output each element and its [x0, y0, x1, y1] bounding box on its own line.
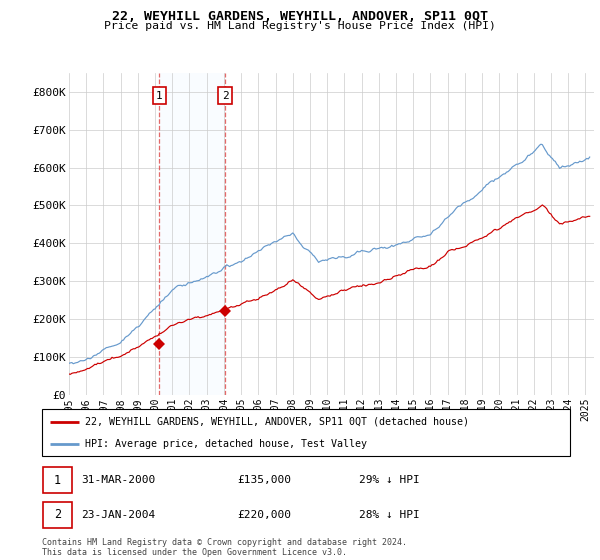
Text: £220,000: £220,000	[238, 510, 292, 520]
Text: Contains HM Land Registry data © Crown copyright and database right 2024.
This d: Contains HM Land Registry data © Crown c…	[42, 538, 407, 557]
Text: 23-JAN-2004: 23-JAN-2004	[82, 510, 156, 520]
Text: 29% ↓ HPI: 29% ↓ HPI	[359, 475, 419, 485]
Text: 22, WEYHILL GARDENS, WEYHILL, ANDOVER, SP11 0QT: 22, WEYHILL GARDENS, WEYHILL, ANDOVER, S…	[112, 10, 488, 23]
Text: 1: 1	[54, 474, 61, 487]
Bar	[43, 502, 72, 528]
Text: Price paid vs. HM Land Registry's House Price Index (HPI): Price paid vs. HM Land Registry's House …	[104, 21, 496, 31]
Text: 2: 2	[54, 508, 61, 521]
Text: 1: 1	[156, 91, 163, 101]
Text: £135,000: £135,000	[238, 475, 292, 485]
Text: HPI: Average price, detached house, Test Valley: HPI: Average price, detached house, Test…	[85, 438, 367, 449]
Text: 28% ↓ HPI: 28% ↓ HPI	[359, 510, 419, 520]
Text: 31-MAR-2000: 31-MAR-2000	[82, 475, 156, 485]
Bar	[43, 467, 72, 493]
Text: 22, WEYHILL GARDENS, WEYHILL, ANDOVER, SP11 0QT (detached house): 22, WEYHILL GARDENS, WEYHILL, ANDOVER, S…	[85, 417, 469, 427]
Bar	[160, 73, 225, 395]
Text: 2: 2	[222, 91, 229, 101]
